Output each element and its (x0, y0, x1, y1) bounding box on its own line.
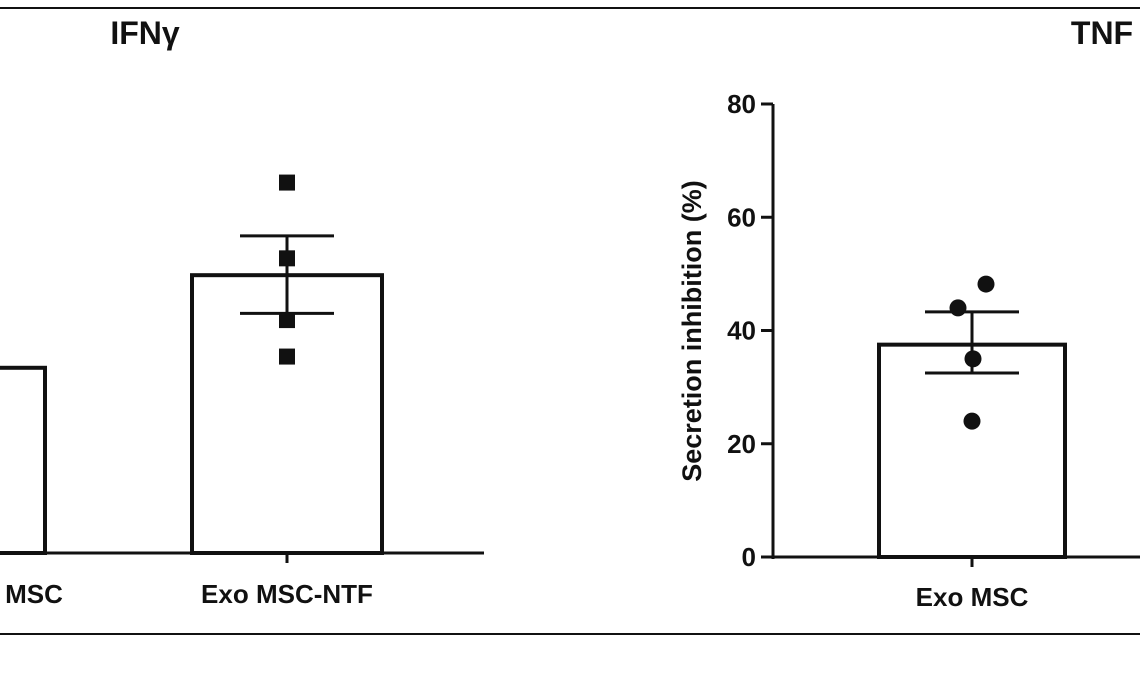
bar (877, 342, 1067, 559)
panel-tnf-title: TNF (1071, 15, 1133, 51)
data-point-circle (964, 350, 982, 368)
panel-ifng: IFNγ MSC Exo MSC-NTF (0, 15, 484, 609)
data-point-square (279, 174, 295, 191)
panel-tnf-x-label-1: Exo MSC (916, 582, 1029, 612)
panel-ifng-title: IFNγ (110, 15, 180, 51)
data-point-square (279, 312, 295, 329)
bar (0, 365, 47, 555)
y-tick-label: 40 (727, 316, 756, 346)
panel-ifng-x-label-1: MSC (5, 579, 63, 609)
data-point-square (279, 250, 295, 267)
panel-ifng-plot (0, 174, 384, 555)
y-tick-label: 60 (727, 202, 756, 232)
y-tick-label: 20 (727, 429, 756, 459)
panel-tnf: TNF Secretion inhibition (%) 0 20 40 60 80 E… (677, 15, 1140, 612)
data-point-circle (949, 299, 967, 317)
y-tick-label: 80 (727, 89, 756, 119)
data-point-circle (977, 275, 995, 293)
panel-ifng-x-label-2: Exo MSC-NTF (201, 579, 373, 609)
panel-tnf-y-axis-label: Secretion inhibition (%) (677, 180, 707, 482)
panel-tnf-y-ticks: 0 20 40 60 80 (727, 89, 773, 572)
panel-tnf-plot (877, 275, 1067, 559)
data-point-circle (963, 412, 981, 430)
data-point-square (279, 348, 295, 365)
y-tick-label: 0 (742, 542, 756, 572)
